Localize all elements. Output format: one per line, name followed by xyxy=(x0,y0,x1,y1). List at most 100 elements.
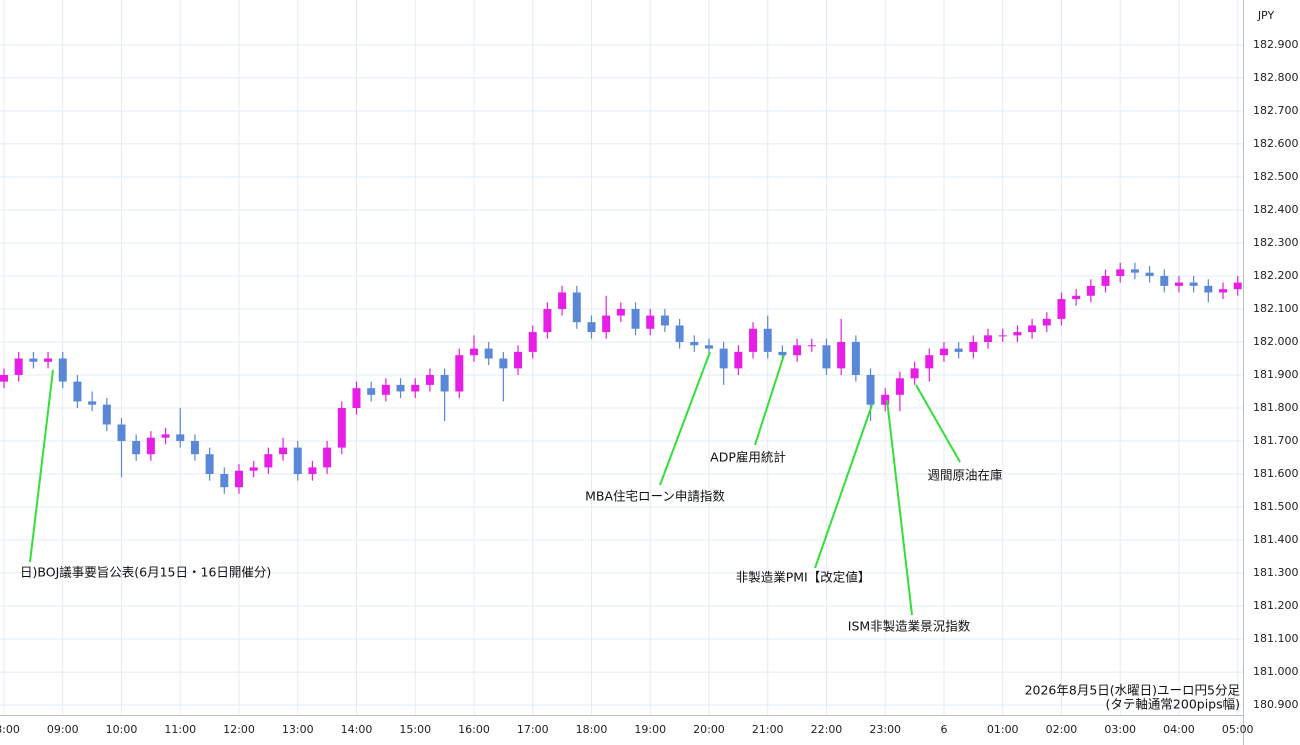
annotation: 日)BOJ議事要旨公表(6月15日・16日開催分) xyxy=(20,565,271,580)
candle-body xyxy=(396,384,405,392)
x-tick-label: 03:00 xyxy=(1104,723,1136,736)
candle-body xyxy=(308,467,317,475)
candle-body xyxy=(631,308,640,329)
candle-body xyxy=(969,341,978,352)
candle-body xyxy=(660,315,669,326)
chart-note: (タテ軸通常200pips幅) xyxy=(1106,697,1240,712)
candle-body xyxy=(29,358,38,362)
candle-body xyxy=(572,292,581,323)
annotation: MBA住宅ローン申請指数 xyxy=(585,489,725,504)
annotation-leader xyxy=(915,384,961,463)
annotation-leader xyxy=(29,369,54,563)
candle-body xyxy=(1072,295,1081,300)
candle-body xyxy=(205,454,214,475)
candle-body xyxy=(249,467,258,471)
y-tick-label: 182.400 xyxy=(1253,203,1299,216)
candle-body xyxy=(499,358,508,369)
y-tick-label: 181.900 xyxy=(1253,368,1299,381)
annotation: ADP雇用統計 xyxy=(710,450,786,465)
y-tick-label: 182.500 xyxy=(1253,170,1299,183)
y-tick-label: 182.600 xyxy=(1253,137,1299,150)
candle-body xyxy=(749,328,758,352)
candle-body xyxy=(793,345,802,356)
x-tick-label: 12:00 xyxy=(223,723,255,736)
candle-body xyxy=(73,381,82,402)
annotation: ISM非製造業景況指数 xyxy=(848,619,971,634)
y-tick-label: 182.200 xyxy=(1253,269,1299,282)
candle-body xyxy=(337,407,346,448)
candle-body xyxy=(132,441,141,455)
x-tick-label: 21:00 xyxy=(752,723,784,736)
y-tick-label: 181.100 xyxy=(1253,632,1299,645)
x-tick-label: 22:00 xyxy=(811,723,843,736)
candle-body xyxy=(1013,332,1022,336)
candle-body xyxy=(279,447,288,455)
y-tick-label: 181.500 xyxy=(1253,500,1299,513)
x-tick-label: 19:00 xyxy=(634,723,666,736)
candle-body xyxy=(146,437,155,455)
candle-body xyxy=(293,447,302,475)
candle-body xyxy=(543,308,552,333)
candle-body xyxy=(381,384,390,395)
candle-body xyxy=(1028,325,1037,333)
candle-body xyxy=(675,325,684,342)
candle-body xyxy=(234,470,243,488)
candle-body xyxy=(998,335,1007,337)
grid xyxy=(0,0,1243,715)
candle-body xyxy=(440,374,449,392)
candle-body xyxy=(984,335,993,342)
y-tick-label: 182.900 xyxy=(1253,38,1299,51)
candle-body xyxy=(367,388,376,395)
candle-body xyxy=(734,351,743,369)
candle-body xyxy=(954,348,963,352)
candle-body xyxy=(1204,285,1213,293)
x-tick-label: 08:00 xyxy=(0,723,20,736)
x-tick-label: 11:00 xyxy=(164,723,196,736)
candle-body xyxy=(837,341,846,369)
candle-body xyxy=(881,394,890,405)
candle-body xyxy=(1233,282,1242,290)
x-tick-label: 23:00 xyxy=(869,723,901,736)
candle-body xyxy=(822,345,831,369)
unit-label: JPY xyxy=(1257,9,1275,22)
candle-body xyxy=(807,345,816,347)
candle-body xyxy=(117,424,126,442)
y-tick-label: 181.700 xyxy=(1253,434,1299,447)
candle-body xyxy=(1160,275,1169,286)
x-tick-label: 01:00 xyxy=(987,723,1019,736)
candle-body xyxy=(1101,275,1110,286)
candle-body xyxy=(161,434,170,438)
candle-body xyxy=(1086,285,1095,296)
x-tick-label: 10:00 xyxy=(106,723,138,736)
candle-body xyxy=(190,441,199,455)
x-tick-label: 04:00 xyxy=(1163,723,1195,736)
candle-body xyxy=(102,404,111,425)
annotation: 週間原油在庫 xyxy=(927,468,1002,483)
y-tick-label: 181.400 xyxy=(1253,533,1299,546)
y-tick-label: 182.700 xyxy=(1253,104,1299,117)
candle-body xyxy=(910,368,919,379)
x-tick-label: 18:00 xyxy=(576,723,608,736)
annotation-leader xyxy=(754,354,785,446)
y-tick-label: 182.100 xyxy=(1253,302,1299,315)
y-tick-label: 182.000 xyxy=(1253,335,1299,348)
x-tick-label: 20:00 xyxy=(693,723,725,736)
candle-body xyxy=(851,341,860,375)
candle-body xyxy=(455,355,464,392)
candle-body xyxy=(690,341,699,346)
candle-body xyxy=(176,434,185,442)
x-tick-label: 17:00 xyxy=(517,723,549,736)
candle-body xyxy=(352,388,361,408)
candle-body xyxy=(925,355,934,369)
x-tick-label: 09:00 xyxy=(47,723,79,736)
candle-body xyxy=(469,348,478,356)
candle-body xyxy=(411,384,420,392)
candle-body xyxy=(602,315,611,333)
x-tick-label: 6 xyxy=(940,723,947,736)
candle-body xyxy=(1057,299,1066,319)
annotation-leader xyxy=(886,399,913,616)
y-tick-label: 182.300 xyxy=(1253,236,1299,249)
candle-body xyxy=(528,332,537,352)
candle-body xyxy=(1042,318,1051,326)
